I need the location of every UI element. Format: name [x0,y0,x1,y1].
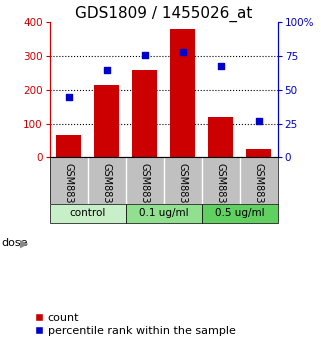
Text: 0.1 ug/ml: 0.1 ug/ml [139,208,188,218]
Text: GSM88338: GSM88338 [178,163,188,216]
Bar [94,85,119,157]
Text: dose: dose [2,238,28,248]
Point [104,67,109,72]
Bar [246,149,271,157]
Bar [208,117,233,157]
Bar [202,204,278,223]
Point [66,94,71,99]
Bar [170,29,195,157]
Point [180,49,185,55]
Text: ▶: ▶ [20,238,28,248]
Bar [132,70,157,157]
Bar [126,204,202,223]
Text: GSM88335: GSM88335 [140,163,150,216]
Legend: count, percentile rank within the sample: count, percentile rank within the sample [34,313,236,336]
Text: control: control [70,208,106,218]
Point [256,118,261,124]
Title: GDS1809 / 1455026_at: GDS1809 / 1455026_at [75,6,252,22]
Text: GSM88337: GSM88337 [102,163,112,216]
Text: GSM88339: GSM88339 [254,163,264,216]
Point [218,63,223,68]
Bar [56,135,81,157]
Point [142,52,147,58]
Text: GSM88334: GSM88334 [64,163,74,216]
Text: GSM88336: GSM88336 [216,163,226,216]
Bar [50,204,126,223]
Text: 0.5 ug/ml: 0.5 ug/ml [215,208,265,218]
